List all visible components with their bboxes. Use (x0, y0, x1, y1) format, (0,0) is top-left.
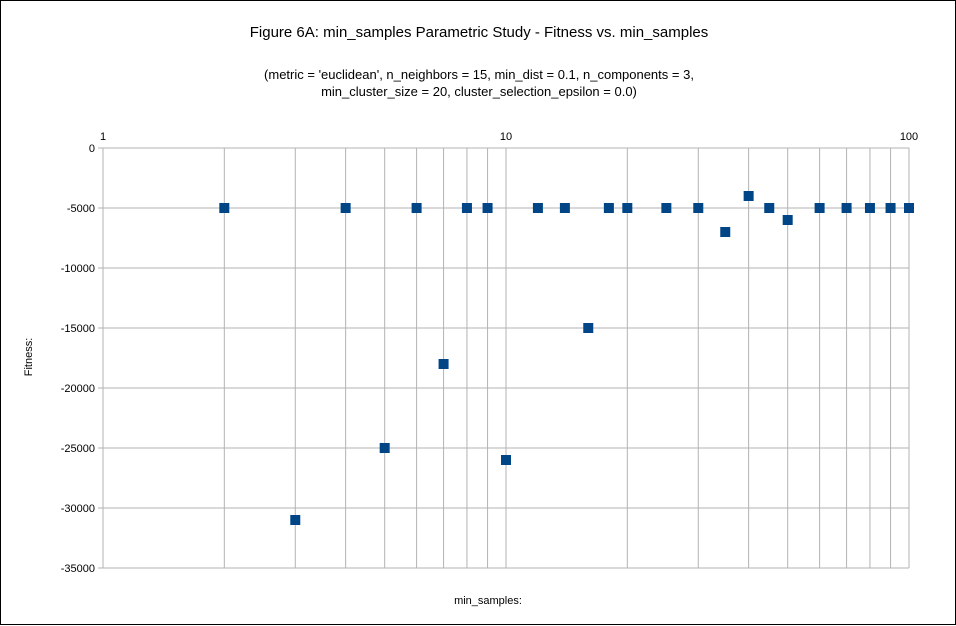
data-point (461, 203, 472, 213)
x-tick-label: 10 (500, 131, 512, 143)
data-point (782, 215, 793, 225)
y-tick-label: -5000 (67, 203, 95, 215)
data-point (764, 203, 775, 213)
data-point (743, 191, 754, 201)
data-point (340, 203, 351, 213)
y-tick-label: -15000 (61, 323, 95, 335)
data-point (622, 203, 633, 213)
data-point (482, 203, 493, 213)
y-tick-label: 0 (89, 143, 95, 155)
data-point (661, 203, 672, 213)
y-tick-label: -10000 (61, 263, 95, 275)
data-point (559, 203, 570, 213)
data-point (532, 203, 543, 213)
data-point (603, 203, 614, 213)
data-point (720, 227, 731, 237)
x-axis-label: min_samples: (454, 595, 522, 607)
data-point (583, 323, 594, 333)
y-tick-label: -35000 (61, 563, 95, 575)
y-tick-label: -25000 (61, 443, 95, 455)
data-point (864, 203, 875, 213)
y-tick-label: -30000 (61, 503, 95, 515)
data-point (501, 455, 511, 465)
data-point (814, 203, 825, 213)
data-point (904, 203, 914, 213)
chart-title: Figure 6A: min_samples Parametric Study … (249, 24, 709, 41)
data-point (885, 203, 896, 213)
data-point (379, 443, 390, 453)
data-point (411, 203, 422, 213)
x-tick-label: 1 (100, 131, 106, 143)
y-tick-label: -20000 (61, 383, 95, 395)
data-point (693, 203, 704, 213)
data-point (219, 203, 230, 213)
data-point (290, 515, 301, 525)
data-point (438, 359, 449, 369)
chart-subtitle-line-1: (metric = 'euclidean', n_neighbors = 15,… (264, 67, 694, 82)
x-tick-label: 100 (900, 131, 918, 143)
chart-subtitle-line-2: min_cluster_size = 20, cluster_selection… (321, 84, 637, 99)
data-point (841, 203, 852, 213)
